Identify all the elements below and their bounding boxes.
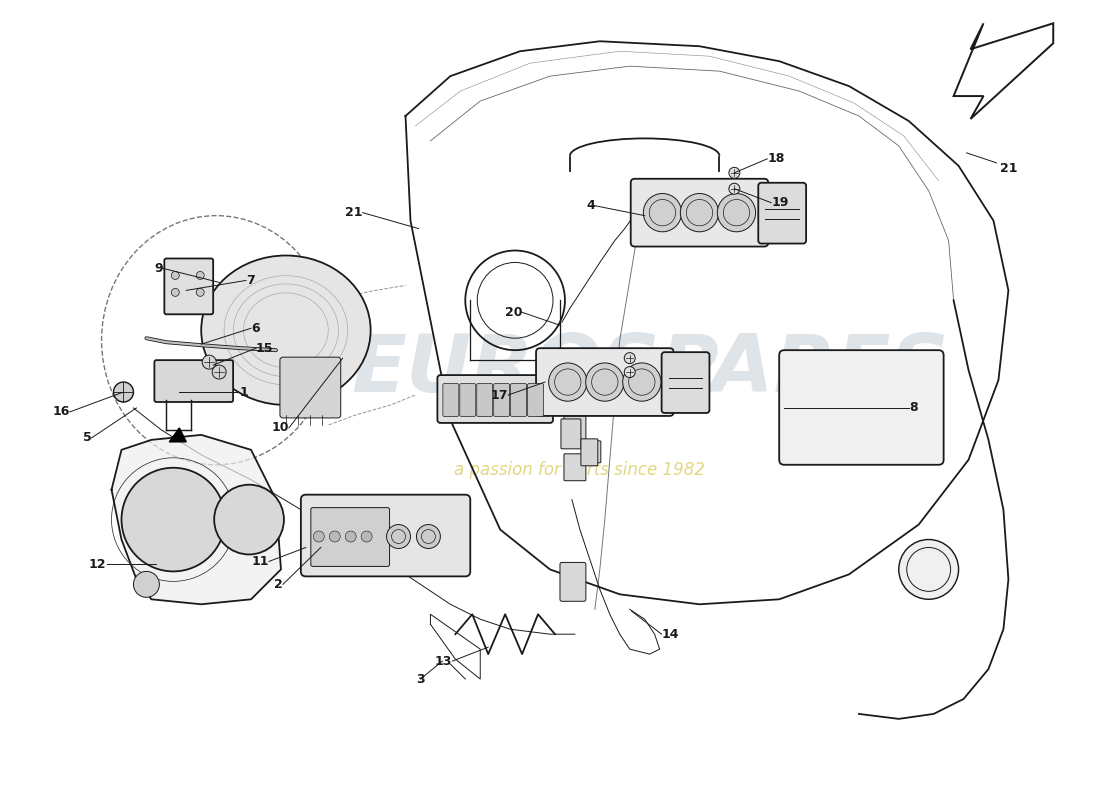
Text: 14: 14 [661, 628, 679, 641]
Text: 11: 11 [252, 555, 270, 568]
Text: 9: 9 [155, 262, 163, 275]
Ellipse shape [201, 255, 371, 405]
Text: 18: 18 [767, 152, 784, 166]
FancyBboxPatch shape [460, 383, 476, 417]
Text: 15: 15 [256, 342, 274, 354]
Circle shape [585, 363, 624, 401]
Text: 21: 21 [345, 206, 363, 219]
Circle shape [214, 485, 284, 554]
FancyBboxPatch shape [279, 357, 341, 418]
FancyBboxPatch shape [536, 348, 673, 416]
FancyBboxPatch shape [528, 383, 543, 417]
Text: 21: 21 [1000, 162, 1018, 175]
Text: 8: 8 [909, 402, 917, 414]
Circle shape [212, 365, 227, 379]
Circle shape [172, 271, 179, 279]
Circle shape [133, 571, 160, 598]
Text: 3: 3 [416, 673, 425, 686]
Polygon shape [111, 435, 280, 604]
Text: 12: 12 [89, 558, 107, 571]
Circle shape [717, 194, 756, 232]
Text: EUROSPARES: EUROSPARES [351, 331, 948, 409]
Circle shape [121, 468, 226, 571]
FancyBboxPatch shape [476, 383, 493, 417]
FancyBboxPatch shape [661, 352, 710, 413]
Circle shape [314, 531, 324, 542]
Circle shape [113, 382, 133, 402]
Text: 1: 1 [239, 386, 248, 398]
Circle shape [729, 183, 740, 194]
Text: 16: 16 [53, 406, 69, 418]
Circle shape [202, 355, 217, 369]
Circle shape [623, 363, 661, 401]
Circle shape [417, 525, 440, 549]
FancyBboxPatch shape [564, 416, 586, 446]
FancyBboxPatch shape [164, 258, 213, 314]
Circle shape [644, 194, 682, 232]
Circle shape [196, 271, 205, 279]
Circle shape [549, 363, 587, 401]
Text: 6: 6 [251, 322, 260, 334]
FancyBboxPatch shape [779, 350, 944, 465]
Polygon shape [169, 428, 186, 442]
Text: 5: 5 [82, 431, 91, 444]
FancyBboxPatch shape [584, 441, 601, 462]
Text: 19: 19 [771, 196, 789, 209]
Text: 4: 4 [586, 199, 595, 212]
Text: a passion for parts since 1982: a passion for parts since 1982 [454, 461, 705, 478]
Circle shape [729, 167, 740, 178]
Circle shape [386, 525, 410, 549]
Circle shape [680, 194, 718, 232]
Circle shape [196, 288, 205, 296]
Circle shape [624, 353, 635, 364]
FancyBboxPatch shape [561, 419, 581, 449]
Circle shape [329, 531, 340, 542]
FancyBboxPatch shape [311, 508, 389, 566]
Text: 13: 13 [434, 654, 452, 667]
FancyBboxPatch shape [494, 383, 509, 417]
Text: 10: 10 [272, 422, 289, 434]
Text: 7: 7 [246, 274, 255, 287]
FancyBboxPatch shape [581, 439, 597, 466]
FancyBboxPatch shape [301, 494, 471, 576]
FancyBboxPatch shape [630, 178, 768, 246]
FancyBboxPatch shape [154, 360, 233, 402]
Circle shape [172, 288, 179, 296]
FancyBboxPatch shape [560, 562, 586, 602]
Text: 17: 17 [491, 389, 508, 402]
Circle shape [345, 531, 356, 542]
FancyBboxPatch shape [510, 383, 527, 417]
Circle shape [361, 531, 372, 542]
Circle shape [624, 366, 635, 378]
Text: 20: 20 [505, 306, 522, 319]
FancyBboxPatch shape [438, 375, 553, 423]
Text: 2: 2 [274, 578, 283, 591]
FancyBboxPatch shape [564, 454, 586, 481]
Circle shape [334, 354, 351, 370]
FancyBboxPatch shape [758, 182, 806, 243]
Circle shape [899, 539, 958, 599]
FancyBboxPatch shape [443, 383, 459, 417]
